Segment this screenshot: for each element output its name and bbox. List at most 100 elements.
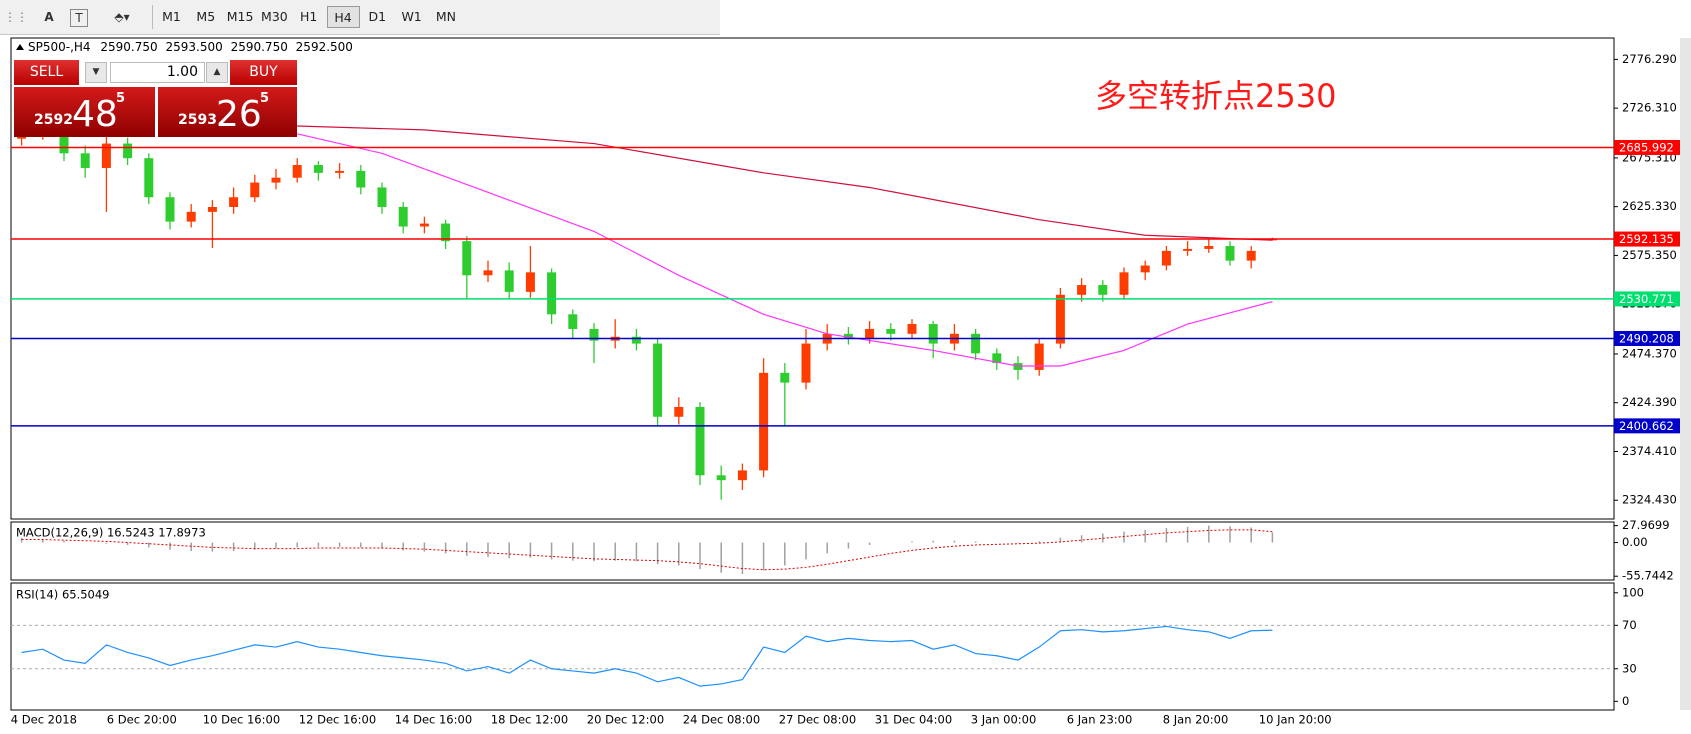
candle-body bbox=[1055, 294, 1065, 344]
arrow-tool[interactable]: ⬘▾ bbox=[114, 10, 130, 24]
lots-up[interactable]: ▲ bbox=[206, 62, 228, 83]
candle-body bbox=[165, 197, 175, 222]
price-tag-label: 2400.662 bbox=[1619, 419, 1674, 433]
timeframe-button[interactable]: W1 bbox=[401, 9, 422, 24]
candle-body bbox=[759, 372, 769, 471]
y-tick-label: 100 bbox=[1622, 585, 1644, 599]
sell-price[interactable]: 2592 48 5 bbox=[14, 87, 155, 137]
timeframe-button[interactable]: D1 bbox=[368, 9, 387, 24]
sell-price-sup: 5 bbox=[116, 91, 126, 106]
candle-body bbox=[780, 372, 790, 383]
candle-body bbox=[229, 197, 239, 207]
candle-body bbox=[483, 270, 493, 276]
candle-body bbox=[907, 324, 917, 334]
buy-price[interactable]: 2593 26 5 bbox=[158, 87, 297, 137]
timeframe-button[interactable]: M5 bbox=[196, 9, 216, 24]
timeframe-button[interactable]: M15 bbox=[226, 9, 254, 24]
candle-body bbox=[1034, 343, 1044, 370]
x-tick-label: 27 Dec 08:00 bbox=[779, 713, 856, 727]
candle-body bbox=[80, 153, 90, 168]
candle-body bbox=[1204, 246, 1214, 249]
buy-price-sup: 5 bbox=[260, 91, 270, 106]
price-tag bbox=[1614, 139, 1680, 155]
close: 2592.500 bbox=[296, 40, 353, 54]
lots-down[interactable]: ▼ bbox=[85, 62, 107, 83]
y-tick-label: 0.00 bbox=[1622, 535, 1648, 549]
candle-body bbox=[271, 177, 281, 183]
x-tick-label: 18 Dec 12:00 bbox=[491, 713, 568, 727]
candle-body bbox=[971, 333, 981, 354]
candle-body bbox=[992, 353, 1002, 364]
moving-average bbox=[297, 125, 1273, 241]
candle-body bbox=[123, 143, 133, 159]
low: 2590.750 bbox=[231, 40, 288, 54]
candle-body bbox=[356, 170, 366, 188]
rsi-label: RSI(14) 65.5049 bbox=[16, 588, 110, 602]
candle-body bbox=[1161, 250, 1171, 266]
candle-body bbox=[674, 406, 684, 417]
sell-button[interactable]: SELL bbox=[14, 60, 79, 85]
candle-body bbox=[186, 211, 196, 222]
x-tick-label: 10 Jan 20:00 bbox=[1259, 713, 1332, 727]
candle-body bbox=[250, 182, 260, 198]
candle-body bbox=[1140, 265, 1150, 273]
candle-body bbox=[716, 475, 726, 481]
price-tag bbox=[1614, 231, 1680, 247]
candle-body bbox=[695, 406, 705, 476]
y-tick-label: -55.7442 bbox=[1622, 569, 1674, 583]
y-tick-label: 2575.350 bbox=[1622, 248, 1677, 262]
macd-label: MACD(12,26,9) 16.5243 17.8973 bbox=[16, 526, 206, 540]
main-frame bbox=[10, 37, 1615, 520]
candle-body bbox=[568, 314, 578, 329]
candle-body bbox=[377, 187, 387, 207]
collapse-icon[interactable] bbox=[16, 44, 24, 50]
x-tick-label: 6 Dec 20:00 bbox=[107, 713, 177, 727]
macd-signal bbox=[21, 529, 1273, 571]
timeframe-button[interactable]: MN bbox=[435, 9, 456, 24]
y-tick-label: 0 bbox=[1622, 694, 1629, 708]
scrollbar[interactable] bbox=[1680, 38, 1691, 710]
timeframe-button[interactable]: H1 bbox=[300, 9, 318, 24]
annotation: 多空转折点2530 bbox=[1095, 77, 1336, 115]
toolbar: ⋮⋮ A T ⬘▾ M1 M5 M15 M30 H1 H4 D1 W1 MN bbox=[0, 0, 720, 35]
sell-price-big: 48 bbox=[72, 94, 118, 135]
one-click-trading: SELL ▼ 1.00 ▲ BUY 2592 48 5 2593 26 5 bbox=[14, 60, 297, 137]
y-tick-label: 2324.430 bbox=[1622, 493, 1677, 507]
candle-body bbox=[801, 343, 811, 383]
x-tick-label: 3 Jan 00:00 bbox=[971, 713, 1037, 727]
header: SP500-,H4 2590.750 2593.500 2590.750 259… bbox=[28, 40, 353, 54]
price-tag-label: 2490.208 bbox=[1619, 331, 1674, 345]
candle-body bbox=[144, 158, 154, 198]
buy-price-small: 2593 bbox=[178, 112, 217, 128]
candle-body bbox=[101, 143, 111, 168]
timeframe-button[interactable]: M1 bbox=[162, 9, 181, 24]
label-tool[interactable]: T bbox=[70, 9, 88, 27]
candle-body bbox=[292, 165, 302, 178]
candle-body bbox=[843, 333, 853, 339]
y-tick-label: 30 bbox=[1622, 661, 1637, 675]
timeframe-button[interactable]: M30 bbox=[261, 9, 288, 24]
y-tick-label: 2776.290 bbox=[1622, 52, 1677, 66]
x-tick-label: 12 Dec 16:00 bbox=[299, 713, 376, 727]
buy-button[interactable]: BUY bbox=[230, 60, 297, 85]
buy-price-big: 26 bbox=[216, 94, 262, 135]
price-tag-label: 2530.771 bbox=[1619, 292, 1674, 306]
y-tick-label: 2474.370 bbox=[1622, 346, 1677, 360]
x-tick-label: 4 Dec 2018 bbox=[11, 713, 77, 727]
y-tick-label: 2374.410 bbox=[1622, 444, 1677, 458]
y-tick-label: 2625.330 bbox=[1622, 199, 1677, 213]
rsi-line bbox=[21, 625, 1273, 687]
plot-layer: 2776.2902726.3102675.3102625.3302575.350… bbox=[11, 52, 1680, 727]
candle-body bbox=[1183, 248, 1193, 251]
x-tick-label: 10 Dec 16:00 bbox=[203, 713, 280, 727]
price-tag bbox=[1614, 330, 1680, 346]
x-tick-label: 20 Dec 12:00 bbox=[587, 713, 664, 727]
high: 2593.500 bbox=[165, 40, 222, 54]
timeframe-button[interactable]: H4 bbox=[326, 6, 360, 28]
candle-body bbox=[313, 165, 323, 173]
lots-input[interactable]: 1.00 bbox=[110, 62, 205, 83]
text-tool[interactable]: A bbox=[44, 10, 54, 24]
candle-body bbox=[59, 128, 69, 154]
